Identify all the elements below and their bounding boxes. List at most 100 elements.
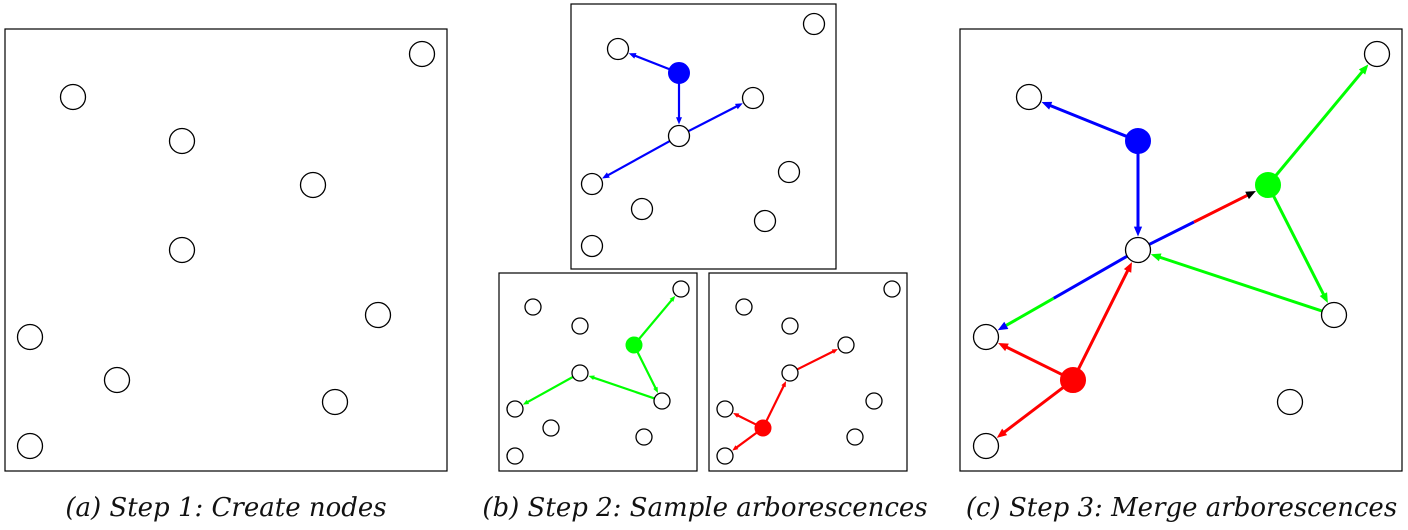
edge-merged-blue-to-left-line: [1048, 103, 1127, 138]
node-step2-green-i: [506, 447, 524, 465]
edge-blue-hub-to-right-line: [687, 104, 739, 133]
node-step2-red-g: [716, 400, 734, 418]
edge-merged-red-to-left-line: [1004, 345, 1063, 376]
edge-merged-hub-to-green-line-0: [1148, 220, 1195, 246]
edge-blue-hub-to-right-arrowhead: [734, 103, 743, 110]
node-step2-red-i: [716, 447, 734, 465]
edge-blue-hub-to-left-arrowhead: [602, 172, 610, 179]
node-step2-red-a: [883, 280, 901, 298]
node-step2-red-c: [781, 317, 799, 335]
panel-step3-frame: [959, 28, 1403, 472]
edge-merged-green-to-right-line: [1272, 195, 1326, 297]
edge-merged-hub-to-left-line-0: [1052, 254, 1128, 300]
node-step2-blue-d: [667, 124, 691, 148]
edge-green-right-to-hub-arrowhead: [588, 375, 595, 381]
edge-blue-root-to-node-arrowhead: [628, 53, 637, 59]
edge-green-hub-to-left-line: [526, 375, 574, 404]
node-step2-blue-a: [802, 12, 826, 36]
node-step2-green-g: [542, 419, 560, 437]
node-step1-3: [168, 127, 196, 155]
edge-merged-green-to-right-arrowhead: [1319, 292, 1328, 303]
edge-blue-hub-to-left-line: [606, 140, 671, 177]
edge-red-root-to-hub-line: [765, 384, 785, 422]
edge-merged-hub-to-green-line-1: [1193, 193, 1250, 224]
node-step2-green-b: [524, 298, 542, 316]
node-step2-green-h: [635, 428, 653, 446]
edge-merged-blue-to-hub-arrowhead: [1133, 226, 1143, 237]
edge-merged-green-to-top-arrowhead: [1358, 64, 1369, 75]
node-step1-8: [103, 366, 131, 394]
node-step3-d: [972, 323, 1000, 351]
node-step1-6: [364, 301, 392, 329]
node-step1-1: [408, 40, 436, 68]
edge-red-root-to-bottom-line: [735, 431, 758, 449]
node-step2-red-d: [837, 336, 855, 354]
edge-red-hub-to-right-line: [796, 350, 835, 371]
node-step1-9: [321, 388, 349, 416]
node-step2-green-e: [653, 392, 671, 410]
node-step2-blue-f: [777, 160, 801, 184]
node-step1-10: [16, 432, 44, 460]
node-step1-7: [16, 323, 44, 351]
node-step3-b: [1015, 83, 1043, 111]
node-step2-green-f: [506, 400, 524, 418]
node-step3-a: [1363, 40, 1391, 68]
node-step1-5: [168, 236, 196, 264]
node-step3-hub: [1124, 236, 1152, 264]
node-step3-f: [972, 432, 1000, 460]
node-step2-red-e: [781, 364, 799, 382]
edge-merged-hub-to-green-arrowhead: [1245, 191, 1256, 200]
caption-step3: (c) Step 3: Merge arborescences: [965, 493, 1398, 523]
edge-green-hub-to-left-arrowhead: [522, 399, 530, 405]
edge-green-right-to-hub-line: [592, 376, 655, 400]
edge-merged-right-to-hub-line: [1157, 255, 1323, 313]
panel-step1-frame: [4, 28, 448, 472]
node-blue-root: [668, 62, 690, 84]
edge-green-root-to-right-line: [636, 351, 657, 390]
panel-step2-blue-frame: [570, 3, 837, 270]
node-step2-blue-g: [630, 197, 654, 221]
node-step2-blue-h: [753, 209, 777, 233]
caption-step1: (a) Step 1: Create nodes: [65, 493, 387, 523]
edge-merged-red-to-hub-arrowhead: [1123, 262, 1132, 273]
edge-red-root-to-bottom-arrowhead: [732, 445, 739, 451]
node-step1-2: [59, 83, 87, 111]
node-step2-blue-e: [580, 172, 604, 196]
edge-blue-root-to-node-line: [633, 54, 670, 71]
edge-merged-hub-to-left-arrowhead: [997, 321, 1009, 331]
node-step2-green-a: [672, 280, 690, 298]
panel-step2-green-frame: [498, 272, 698, 472]
edge-merged-red-to-hub-line: [1077, 268, 1130, 370]
node-green-root: [625, 336, 643, 354]
node-merged-red-root: [1060, 367, 1086, 393]
node-step2-green-c: [571, 317, 589, 335]
edge-merged-hub-to-left-line-1: [1003, 296, 1055, 328]
edge-merged-right-to-hub-arrowhead: [1150, 253, 1162, 262]
edge-merged-red-to-left-arrowhead: [998, 342, 1009, 352]
node-step2-red-h: [846, 428, 864, 446]
node-step1-4: [299, 171, 327, 199]
edge-red-root-to-left-line: [736, 414, 757, 426]
node-step3-c: [1320, 301, 1348, 329]
edge-merged-red-to-bottom-arrowhead: [996, 428, 1008, 438]
edge-blue-root-to-hub-arrowhead: [676, 117, 682, 125]
edge-green-root-to-right-arrowhead: [653, 386, 658, 393]
node-step2-green-d: [571, 364, 589, 382]
edge-green-root-to-top-line: [638, 298, 674, 340]
edge-merged-blue-to-left-arrowhead: [1041, 101, 1053, 110]
node-step2-red-f: [865, 392, 883, 410]
node-step2-blue-b: [606, 37, 630, 61]
edge-merged-green-to-top-line: [1274, 69, 1365, 177]
node-step2-red-b: [735, 298, 753, 316]
edge-merged-red-to-bottom-line: [1002, 386, 1064, 435]
node-step2-blue-i: [580, 234, 604, 258]
node-step3-e: [1276, 388, 1304, 416]
edge-red-root-to-left-arrowhead: [733, 413, 740, 418]
node-red-root: [754, 419, 772, 437]
caption-step2: (b) Step 2: Sample arborescences: [482, 493, 928, 523]
panel-step2-red-frame: [708, 272, 908, 472]
edge-red-hub-to-right-arrowhead: [831, 349, 838, 354]
node-merged-green-root: [1255, 172, 1281, 198]
